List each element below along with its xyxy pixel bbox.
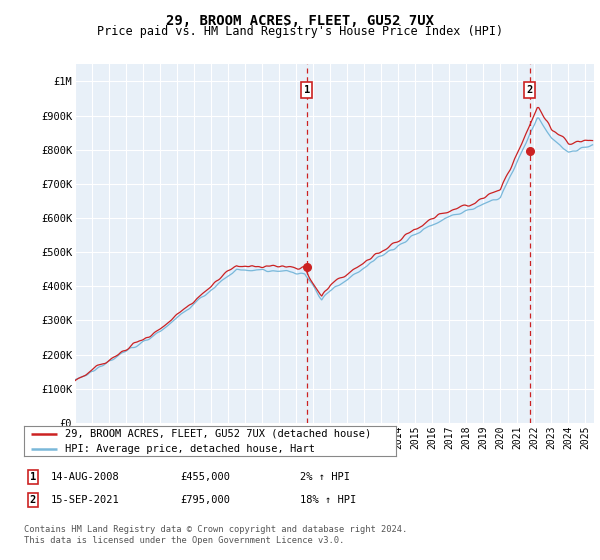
Text: 29, BROOM ACRES, FLEET, GU52 7UX (detached house): 29, BROOM ACRES, FLEET, GU52 7UX (detach… <box>65 429 371 439</box>
Text: £455,000: £455,000 <box>180 472 230 482</box>
Text: 1: 1 <box>304 85 310 95</box>
Text: Contains HM Land Registry data © Crown copyright and database right 2024.
This d: Contains HM Land Registry data © Crown c… <box>24 525 407 545</box>
Text: Price paid vs. HM Land Registry's House Price Index (HPI): Price paid vs. HM Land Registry's House … <box>97 25 503 38</box>
Text: 15-SEP-2021: 15-SEP-2021 <box>51 495 120 505</box>
Text: 14-AUG-2008: 14-AUG-2008 <box>51 472 120 482</box>
Text: 1: 1 <box>30 472 36 482</box>
Text: HPI: Average price, detached house, Hart: HPI: Average price, detached house, Hart <box>65 444 315 454</box>
Text: 18% ↑ HPI: 18% ↑ HPI <box>300 495 356 505</box>
Text: 2: 2 <box>30 495 36 505</box>
Text: 2: 2 <box>526 85 533 95</box>
Text: £795,000: £795,000 <box>180 495 230 505</box>
Text: 2% ↑ HPI: 2% ↑ HPI <box>300 472 350 482</box>
Text: 29, BROOM ACRES, FLEET, GU52 7UX: 29, BROOM ACRES, FLEET, GU52 7UX <box>166 14 434 28</box>
